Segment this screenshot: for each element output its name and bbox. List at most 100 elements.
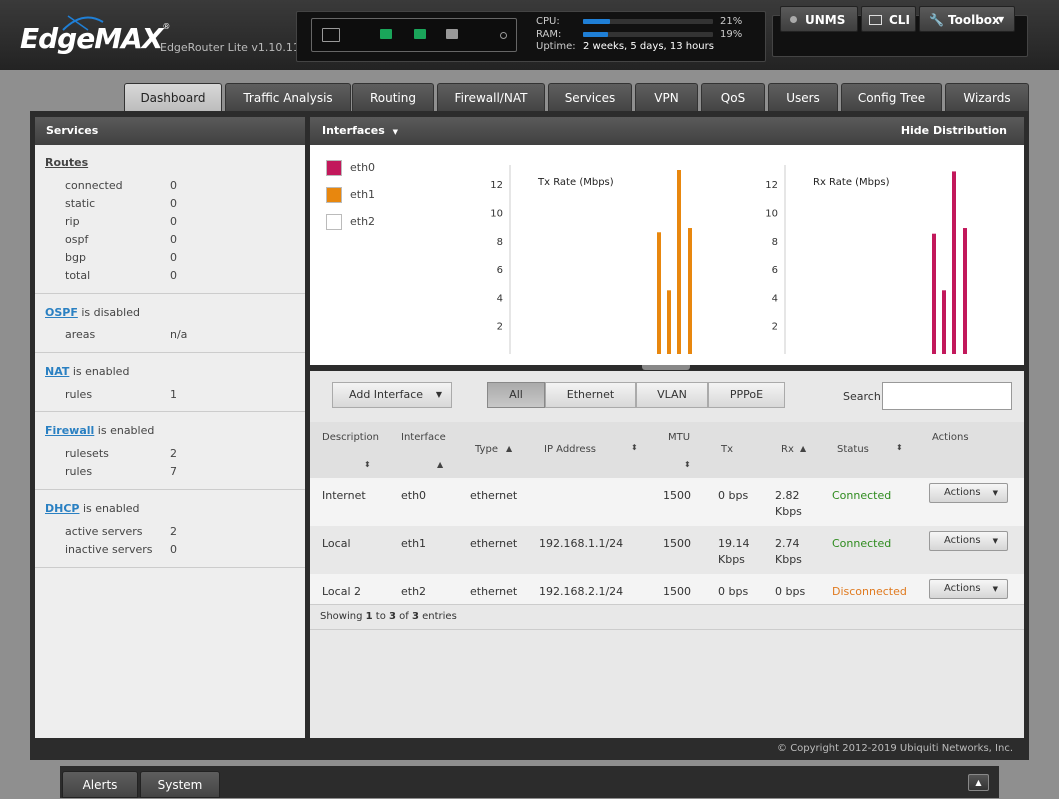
hide-distribution-button[interactable]: Hide Distribution	[900, 124, 1007, 137]
service-row-label: rules	[65, 465, 93, 478]
cell-status: Connected	[832, 489, 892, 502]
ospf-status: OSPF is disabled	[45, 306, 140, 319]
y-tick-label: 12	[490, 180, 503, 191]
routes-link[interactable]: Routes	[45, 156, 89, 169]
legend-swatch-eth0[interactable]	[326, 160, 342, 176]
chart-title: Rx Rate (Mbps)	[813, 177, 890, 188]
footer-tab-alerts[interactable]: Alerts	[62, 771, 138, 798]
tx-rate-chart: 2 4 6 8 10 12 Tx Rate (Mbps)	[490, 165, 692, 354]
ospf-link[interactable]: OSPF	[45, 306, 78, 319]
ram-bar-fill	[583, 32, 608, 37]
table-row	[310, 526, 1024, 574]
tab-wizards[interactable]: Wizards	[945, 83, 1029, 111]
service-row-value: n/a	[170, 328, 188, 341]
service-row-value: 0	[170, 269, 177, 282]
y-tick-label: 2	[497, 322, 503, 333]
port-panel	[311, 18, 517, 52]
search-label: Search	[843, 390, 881, 403]
col-mtu[interactable]: MTU	[668, 432, 691, 443]
port-eth1-icon[interactable]	[414, 29, 426, 39]
col-type[interactable]: Type	[475, 444, 498, 455]
row-actions-button[interactable]: Actions ▼	[929, 579, 1008, 599]
cell-ip: 192.168.1.1/24	[539, 537, 624, 550]
expand-footer-button[interactable]: ▲	[968, 774, 989, 791]
chart-bar	[667, 290, 671, 354]
add-interface-button[interactable]: Add Interface ▼	[332, 382, 452, 408]
tab-traffic-analysis[interactable]: Traffic Analysis	[225, 83, 351, 111]
table-row	[310, 478, 1024, 526]
cli-button[interactable]: CLI	[861, 6, 916, 32]
cell-mtu: 1500	[663, 489, 691, 502]
interfaces-menu-toggle[interactable]: Interfaces ▼	[322, 124, 399, 137]
cpu-percent: 21%	[720, 16, 743, 27]
cell-status: Disconnected	[832, 585, 907, 598]
cell-tx: 0 bps	[718, 489, 749, 502]
table-header	[310, 422, 1024, 478]
filter-ethernet[interactable]: Ethernet	[545, 382, 636, 408]
tab-qos[interactable]: QoS	[701, 83, 765, 111]
filter-all[interactable]: All	[487, 382, 545, 408]
table-info: Showing 1 to 3 of 3 entries	[310, 604, 1024, 630]
toolbox-button[interactable]: 🔧 Toolbox ▼	[919, 6, 1015, 32]
ram-label: RAM:	[536, 29, 562, 40]
legend-swatch-eth2[interactable]	[326, 214, 342, 230]
tab-users[interactable]: Users	[768, 83, 838, 111]
service-row-label: areas	[65, 328, 96, 341]
uptime-label: Uptime:	[536, 41, 576, 52]
ram-bar	[583, 32, 713, 37]
service-row-value: 2	[170, 447, 177, 460]
cell-interface: eth1	[401, 537, 427, 550]
col-description[interactable]: Description	[322, 432, 379, 443]
nat-status: NAT is enabled	[45, 365, 130, 378]
legend-swatch-eth1[interactable]	[326, 187, 342, 203]
sort-icon: ⬍	[684, 460, 691, 469]
cell-mtu: 1500	[663, 585, 691, 598]
unms-button[interactable]: UNMS	[780, 6, 858, 32]
row-actions-button[interactable]: Actions ▼	[929, 483, 1008, 503]
y-tick-label: 8	[772, 237, 778, 248]
row-actions-button[interactable]: Actions ▼	[929, 531, 1008, 551]
edgemax-logo: EdgeMAX®	[20, 22, 170, 55]
cell-ip: 192.168.2.1/24	[539, 585, 624, 598]
nat-link[interactable]: NAT	[45, 365, 70, 378]
cpu-bar	[583, 19, 713, 24]
chart-area: eth0 eth1 eth2 2 4 6 8 10 12 Tx Rate (Mbps) 2 4 6 8…	[310, 145, 1024, 365]
tab-vpn[interactable]: VPN	[635, 83, 698, 111]
col-status[interactable]: Status	[837, 444, 869, 455]
chart-bar	[932, 233, 936, 354]
service-row-label: bgp	[65, 251, 86, 264]
uptime-value: 2 weeks, 5 days, 13 hours	[583, 41, 714, 52]
chart-title: Tx Rate (Mbps)	[537, 177, 614, 188]
cell-mtu: 1500	[663, 537, 691, 550]
port-eth2-icon[interactable]	[446, 29, 458, 39]
cell-description: Local 2	[322, 585, 362, 598]
filter-vlan[interactable]: VLAN	[636, 382, 708, 408]
service-row-label: rulesets	[65, 447, 109, 460]
service-row-label: connected	[65, 179, 123, 192]
service-row-label: static	[65, 197, 96, 210]
nat-section	[35, 353, 305, 412]
dhcp-link[interactable]: DHCP	[45, 502, 80, 515]
resize-handle[interactable]	[642, 365, 690, 370]
search-input[interactable]	[882, 382, 1012, 410]
tab-config-tree[interactable]: Config Tree	[841, 83, 942, 111]
service-row-label: rip	[65, 215, 80, 228]
tab-services[interactable]: Services	[548, 83, 632, 111]
cell-interface: eth0	[401, 489, 427, 502]
col-rx[interactable]: Rx	[781, 444, 794, 455]
tab-dashboard[interactable]: Dashboard	[124, 83, 222, 111]
footer-tab-system[interactable]: System	[140, 771, 220, 798]
chevron-down-icon: ▼	[998, 15, 1005, 24]
col-ip-address[interactable]: IP Address	[544, 444, 596, 455]
service-row-label: rules	[65, 388, 93, 401]
cell-rx: 2.82 Kbps	[775, 489, 802, 518]
port-eth0-icon[interactable]	[380, 29, 392, 39]
firewall-link[interactable]: Firewall	[45, 424, 95, 437]
col-tx[interactable]: Tx	[721, 444, 734, 455]
dhcp-section	[35, 490, 305, 568]
col-interface[interactable]: Interface	[401, 432, 446, 443]
tab-firewall-nat[interactable]: Firewall/NAT	[437, 83, 545, 111]
filter-pppoe[interactable]: PPPoE	[708, 382, 785, 408]
sort-icon: ⬍	[364, 460, 371, 469]
tab-routing[interactable]: Routing	[352, 83, 434, 111]
